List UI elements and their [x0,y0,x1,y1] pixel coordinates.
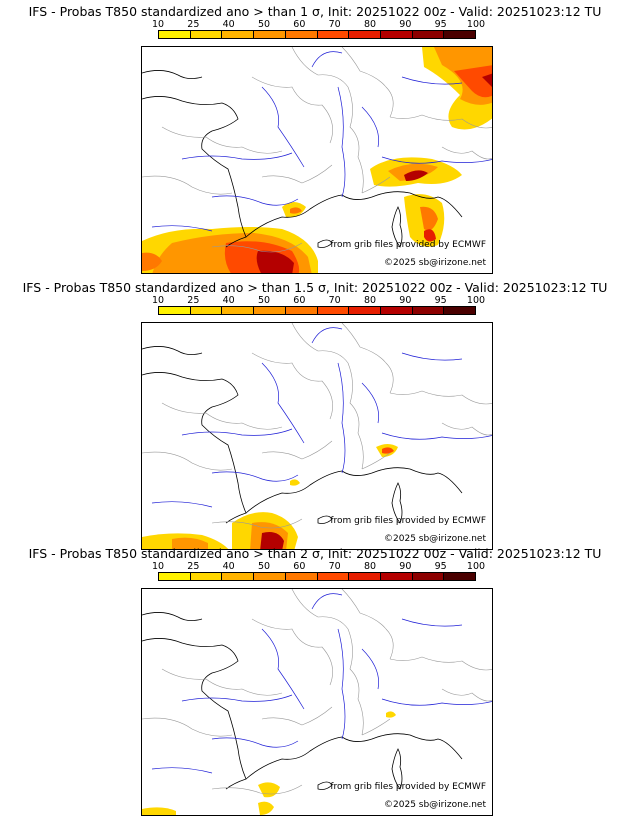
colorbar-labels: 10 25 40 50 60 70 80 90 95 100 [152,561,485,572]
colorbar-swatch [380,573,413,580]
colorbar-swatch [222,307,255,314]
colorbar-tick-label: 100 [466,19,486,30]
data-source-credit: from grib files provided by ECMWF [330,240,486,250]
colorbar-swatch [254,307,286,314]
copyright-credit: ©2025 sb@irizone.net [384,258,486,268]
colorbar-tick-label: 40 [222,19,235,30]
colorbar-swatch [190,573,223,580]
colorbar-swatch [349,31,381,38]
panel-title: IFS - Probas T850 standardized ano > tha… [28,4,602,19]
borders [142,47,492,253]
colorbar-tick-label: 95 [434,295,447,306]
colorbar-swatch [349,573,381,580]
borders [142,589,492,795]
rivers [151,327,492,508]
colorbar-swatch [159,307,191,314]
panel-2: IFS - Probas T850 standardized ano > tha… [0,280,630,550]
colorbar [158,572,476,581]
map-svg [142,323,492,549]
colorbar-swatch [317,573,350,580]
colorbar-tick-label: 10 [151,295,165,306]
colorbar-tick-label: 60 [293,561,306,572]
colorbar-swatch [254,573,286,580]
colorbar-tick-label: 70 [328,295,341,306]
colorbar-swatch [254,31,286,38]
colorbar-swatch [317,307,350,314]
colorbar-swatch [190,307,223,314]
colorbar-tick-label: 10 [151,19,165,30]
colorbar-tick-label: 90 [399,19,412,30]
colorbar-swatch [190,31,223,38]
colorbar-tick-label: 70 [328,561,341,572]
probability-field [142,47,492,273]
colorbar-swatch [222,573,255,580]
colorbar-swatch [444,573,476,580]
colorbar-swatch [285,573,318,580]
colorbar-swatch [159,31,191,38]
rivers [151,51,492,232]
colorbar-swatch [444,307,476,314]
copyright-credit: ©2025 sb@irizone.net [384,800,486,810]
colorbar-tick-label: 25 [187,19,200,30]
colorbar-tick-label: 90 [399,561,412,572]
colorbar-swatch [285,31,318,38]
panel-3: IFS - Probas T850 standardized ano > tha… [0,546,630,816]
probability-map: from grib files provided by ECMWF ©2025 … [141,322,493,550]
rivers [151,593,492,774]
copyright-credit: ©2025 sb@irizone.net [384,534,486,544]
colorbar-tick-label: 40 [222,295,235,306]
probability-map: from grib files provided by ECMWF ©2025 … [141,46,493,274]
colorbar-swatch [222,31,255,38]
coastlines [142,612,463,790]
borders [142,323,492,529]
colorbar-tick-label: 25 [187,561,200,572]
colorbar-tick-label: 80 [363,19,377,30]
colorbar-tick-label: 50 [257,295,271,306]
colorbar-tick-label: 80 [363,561,377,572]
colorbar-tick-label: 60 [293,295,306,306]
panel-title: IFS - Probas T850 standardized ano > tha… [28,546,602,561]
colorbar-tick-label: 90 [399,295,412,306]
colorbar-swatch [380,307,413,314]
colorbar-tick-label: 100 [466,561,486,572]
map-svg [142,47,492,273]
colorbar-tick-label: 10 [151,561,165,572]
colorbar-swatch [285,307,318,314]
colorbar-labels: 10 25 40 50 60 70 80 90 95 100 [152,19,485,30]
panel-1: IFS - Probas T850 standardized ano > tha… [0,4,630,274]
colorbar-tick-label: 50 [257,561,271,572]
colorbar-swatch [412,31,445,38]
colorbar-tick-label: 25 [187,295,200,306]
colorbar-tick-label: 95 [434,561,447,572]
colorbar-swatch [412,573,445,580]
probability-field [142,444,398,549]
colorbar-tick-label: 60 [293,19,306,30]
map-svg [142,589,492,815]
panel-title: IFS - Probas T850 standardized ano > tha… [22,280,608,295]
colorbar [158,306,476,315]
colorbar-tick-label: 100 [466,295,486,306]
colorbar-swatch [317,31,350,38]
coastlines [142,70,463,248]
data-source-credit: from grib files provided by ECMWF [330,782,486,792]
colorbar-tick-label: 50 [257,19,271,30]
colorbar-swatch [159,573,191,580]
data-source-credit: from grib files provided by ECMWF [330,516,486,526]
colorbar-tick-label: 40 [222,561,235,572]
colorbar-tick-label: 95 [434,19,447,30]
colorbar [158,30,476,39]
colorbar-swatch [380,31,413,38]
colorbar-tick-label: 80 [363,295,377,306]
colorbar-labels: 10 25 40 50 60 70 80 90 95 100 [152,295,485,306]
coastlines [142,346,463,524]
colorbar-tick-label: 70 [328,19,341,30]
colorbar-swatch [349,307,381,314]
colorbar-swatch [412,307,445,314]
probability-map: from grib files provided by ECMWF ©2025 … [141,588,493,816]
colorbar-swatch [444,31,476,38]
